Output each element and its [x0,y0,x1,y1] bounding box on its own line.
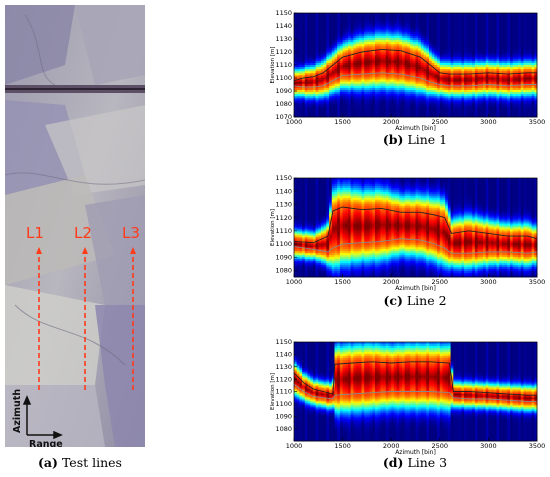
y-axis-label: Elevation [m] [270,209,276,246]
azimuth-range-axes [22,395,63,440]
caption-a-label: (a) [38,455,58,470]
y-tick-label: 1150 [275,174,292,182]
x-tick-label: 2000 [383,278,400,286]
y-tick-label: 1080 [275,100,292,108]
x-tick-label: 2500 [432,442,449,450]
x-tick-label: 1000 [286,118,303,126]
bottom-surface-line [293,383,537,402]
top-surface-line [293,361,537,396]
y-tick-label: 1130 [275,35,292,43]
y-tick-label: 1150 [275,9,292,17]
y-tick-label: 1100 [275,74,292,82]
x-tick-label: 1500 [334,118,351,126]
test-lines-image: L1 L2 L3 Azimuth Range [5,5,145,447]
caption-a-text: Test lines [61,455,122,470]
y-tick-label: 1140 [275,22,292,30]
caption-a: (a) Test lines [30,455,130,470]
heatmap-image [294,178,538,278]
x-tick-label: 1500 [334,442,351,450]
x-tick-label: 2000 [383,118,400,126]
caption-b-label: (b) [382,132,404,147]
chart-line-2: 1000 1500 2000 2500 3000 3500 1080 1090 1100 1110… [270,174,545,292]
y-axis-label: Elevation [m] [270,47,276,84]
top-surface-line [293,206,538,244]
y-tick-label: 1090 [275,412,292,420]
y-tick-label: 1130 [275,363,292,371]
y-tick-label: 1090 [275,253,292,261]
caption-b: (b) Line 1 [360,132,470,147]
chart-line-3: 1000 1500 2000 2500 3000 3500 1080 1090 1100 1110… [270,338,545,456]
x-tick-label: 3000 [480,118,497,126]
range-axis-label: Range [29,439,63,447]
x-tick-label: 3000 [480,278,497,286]
x-axis-label: Azimuth [bin] [395,285,436,292]
y-tick-label: 1100 [275,240,292,248]
y-tick-label: 1090 [275,87,292,95]
heatmap-image [294,342,538,442]
bottom-surface-line [293,72,537,88]
chart-line-1: 1000 1500 2000 2500 3000 3500 1070 1080 1090 1100… [270,9,545,132]
azimuth-axis-label: Azimuth [12,389,23,433]
y-tick-label: 1110 [275,61,292,69]
y-tick-label: 1120 [275,48,292,56]
y-tick-label: 1130 [275,201,292,209]
test-line-l2-label: L2 [74,224,92,242]
x-axis-label: Azimuth [bin] [395,125,436,132]
x-axis-label: Azimuth [bin] [395,449,436,456]
y-tick-label: 1150 [275,338,292,346]
y-tick-label: 1080 [275,267,292,275]
heatmap-image [294,13,538,118]
top-surface-line [293,48,537,82]
x-tick-label: 2500 [432,118,449,126]
y-tick-label: 1100 [275,400,292,408]
caption-d-label: (d) [382,455,404,470]
y-tick-label: 1080 [275,425,292,433]
x-tick-label: 2000 [383,442,400,450]
x-tick-label: 3000 [480,442,497,450]
x-tick-label: 3500 [529,442,545,450]
y-tick-label: 1140 [275,351,292,359]
x-tick-label: 3500 [529,118,545,126]
test-line-l1-label: L1 [26,224,44,242]
caption-c: (c) Line 2 [360,293,470,308]
y-tick-label: 1070 [275,113,292,121]
caption-c-text: Line 2 [406,293,447,308]
caption-d-text: Line 3 [407,455,448,470]
x-tick-label: 1000 [286,442,303,450]
bottom-surface-line [293,238,538,254]
y-tick-label: 1110 [275,388,292,396]
caption-c-label: (c) [383,293,403,308]
x-tick-label: 1500 [334,278,351,286]
caption-d: (d) Line 3 [360,455,470,470]
x-tick-label: 1000 [286,278,303,286]
plot-frame [293,177,538,278]
caption-b-text: Line 1 [407,132,448,147]
x-tick-label: 3500 [529,278,545,286]
x-tick-label: 2500 [432,278,449,286]
y-tick-label: 1120 [275,375,292,383]
y-axis-label: Elevation [m] [270,373,276,410]
test-line-l3-label: L3 [122,224,140,242]
y-tick-label: 1120 [275,214,292,222]
y-tick-label: 1110 [275,227,292,235]
y-tick-label: 1140 [275,187,292,195]
